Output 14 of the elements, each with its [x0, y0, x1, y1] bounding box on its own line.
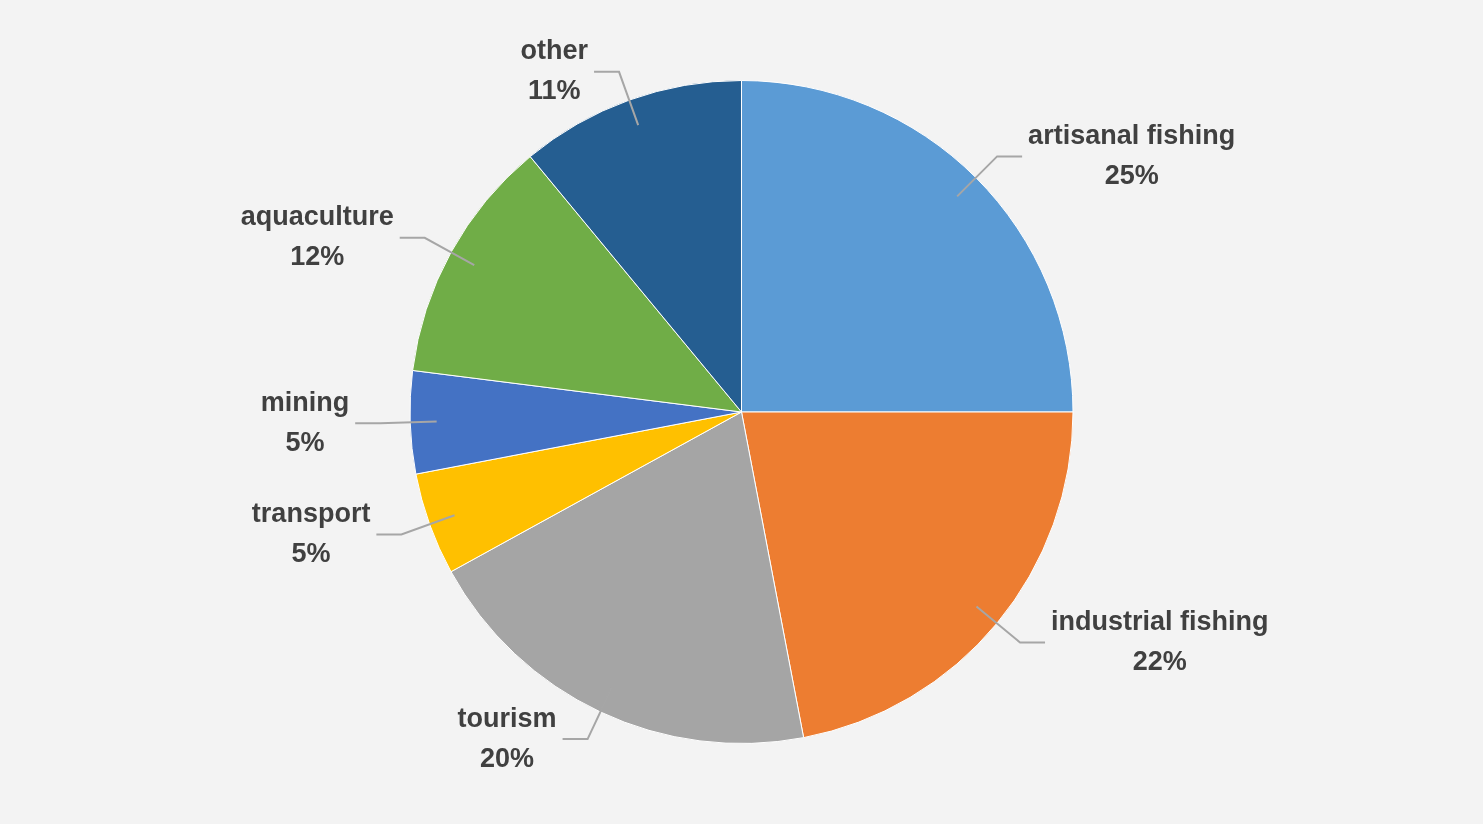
slice-label: artisanal fishing [1028, 119, 1236, 150]
data-label: 20% [480, 742, 535, 773]
data-label: 11% [528, 75, 581, 106]
data-label: 22% [1132, 645, 1187, 676]
data-label: 25% [1104, 159, 1159, 190]
slice-label: aquaculture [240, 201, 394, 232]
slice-label: transport [251, 497, 371, 528]
slice-label: other [520, 35, 589, 66]
data-label: 5% [291, 537, 331, 568]
data-label: 5% [285, 426, 325, 457]
slice-label: industrial fishing [1051, 605, 1269, 636]
slice-label: mining [260, 386, 350, 417]
data-label: 12% [290, 241, 345, 272]
slice-label: tourism [457, 702, 557, 733]
